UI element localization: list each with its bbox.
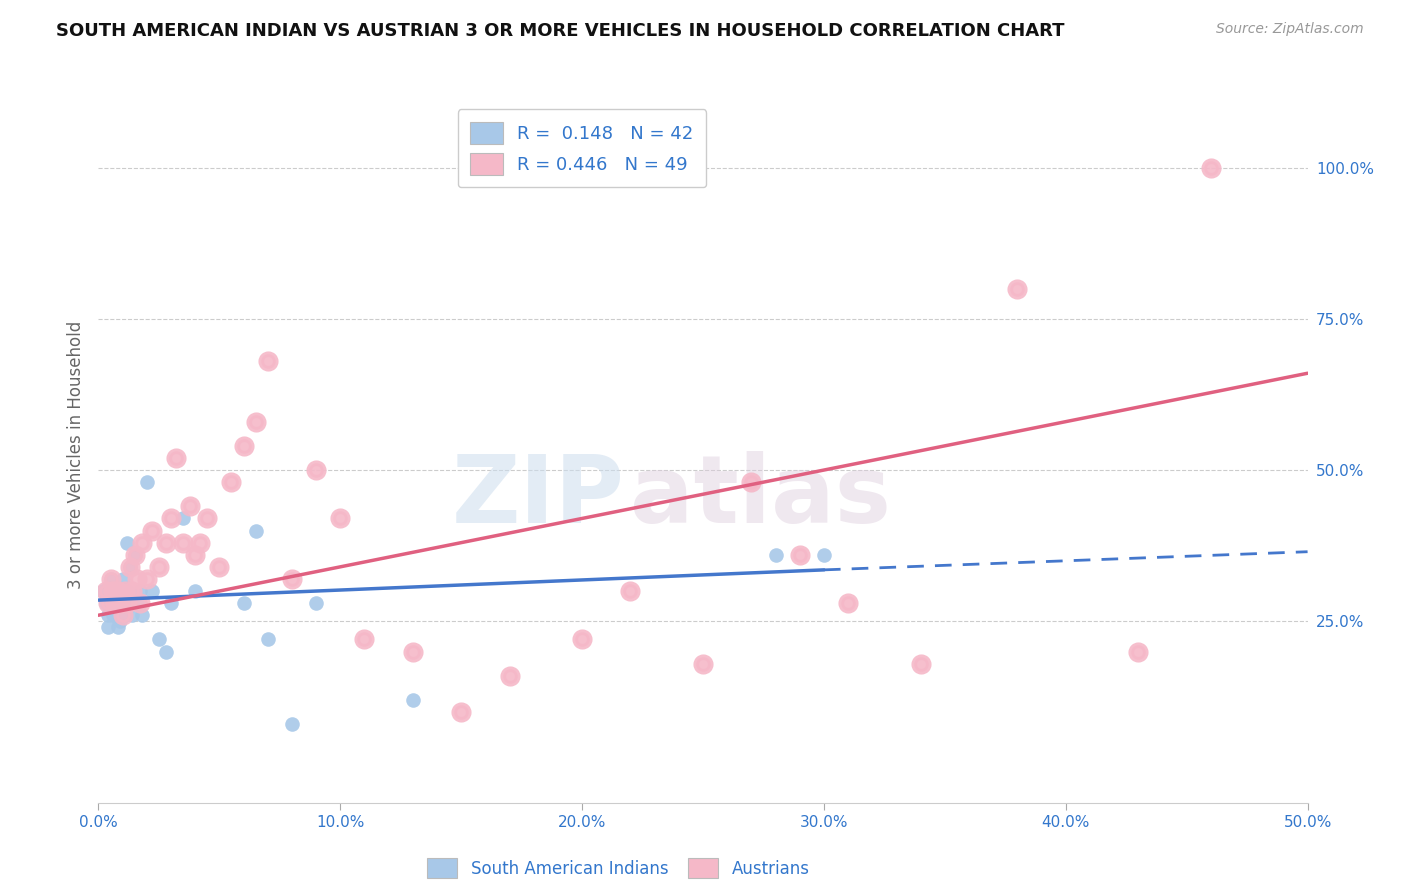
Point <box>221 475 243 490</box>
Point <box>141 584 163 599</box>
Point <box>1128 644 1150 658</box>
Point <box>124 548 146 562</box>
Point <box>97 596 120 610</box>
Point <box>114 608 136 623</box>
Point <box>114 596 136 610</box>
Point <box>256 632 278 647</box>
Point <box>108 596 131 610</box>
Point <box>104 584 127 599</box>
Point <box>107 584 129 599</box>
Point <box>498 669 520 683</box>
Point <box>111 608 134 623</box>
Point <box>245 524 267 538</box>
Point <box>402 644 425 658</box>
Y-axis label: 3 or more Vehicles in Household: 3 or more Vehicles in Household <box>66 321 84 589</box>
Point <box>100 584 122 599</box>
Point <box>97 620 120 634</box>
Point <box>571 632 593 647</box>
Point <box>117 584 139 599</box>
Point <box>121 608 143 623</box>
Point <box>188 535 211 549</box>
Point <box>910 657 932 671</box>
Point <box>131 535 153 549</box>
Point <box>232 439 254 453</box>
Point <box>160 596 183 610</box>
Text: SOUTH AMERICAN INDIAN VS AUSTRIAN 3 OR MORE VEHICLES IN HOUSEHOLD CORRELATION CH: SOUTH AMERICAN INDIAN VS AUSTRIAN 3 OR M… <box>56 22 1064 40</box>
Point <box>1199 161 1222 175</box>
Point <box>108 602 131 616</box>
Point <box>619 584 641 599</box>
Point <box>128 596 150 610</box>
Point <box>184 548 207 562</box>
Point <box>104 596 127 610</box>
Point <box>232 596 254 610</box>
Point <box>740 475 762 490</box>
Point <box>104 596 127 610</box>
Point <box>107 620 129 634</box>
Point <box>91 584 114 599</box>
Point <box>789 548 811 562</box>
Point <box>131 608 153 623</box>
Text: Source: ZipAtlas.com: Source: ZipAtlas.com <box>1216 22 1364 37</box>
Point <box>172 511 194 525</box>
Point <box>128 584 150 599</box>
Point <box>195 511 218 525</box>
Point <box>353 632 375 647</box>
Text: ZIP: ZIP <box>451 450 624 542</box>
Point <box>450 705 472 719</box>
Point <box>101 584 124 599</box>
Point <box>94 596 117 610</box>
Point <box>111 584 134 599</box>
Point <box>692 657 714 671</box>
Point <box>101 596 124 610</box>
Point <box>100 572 122 586</box>
Point <box>305 463 328 477</box>
Point <box>329 511 352 525</box>
Point <box>765 548 787 562</box>
Point <box>148 559 170 574</box>
Point <box>172 535 194 549</box>
Point <box>111 572 134 586</box>
Point <box>813 548 835 562</box>
Point <box>118 559 141 574</box>
Point <box>108 615 131 629</box>
Point <box>135 475 157 490</box>
Point <box>160 511 183 525</box>
Point <box>114 584 136 599</box>
Point <box>184 584 207 599</box>
Point <box>117 535 139 549</box>
Point <box>281 572 304 586</box>
Point <box>281 717 304 731</box>
Point <box>107 608 129 623</box>
Point <box>245 415 267 429</box>
Point <box>111 596 134 610</box>
Point <box>135 572 157 586</box>
Point <box>179 500 201 514</box>
Legend: South American Indians, Austrians: South American Indians, Austrians <box>420 851 815 885</box>
Point <box>155 535 177 549</box>
Point <box>148 632 170 647</box>
Point <box>117 596 139 610</box>
Point <box>305 596 328 610</box>
Point <box>124 548 146 562</box>
Point <box>155 644 177 658</box>
Point <box>127 596 149 610</box>
Point <box>118 559 141 574</box>
Point <box>141 524 163 538</box>
Point <box>837 596 859 610</box>
Point <box>94 584 117 599</box>
Point <box>165 450 187 465</box>
Point <box>127 572 149 586</box>
Point <box>402 693 425 707</box>
Point <box>101 608 124 623</box>
Point <box>256 354 278 368</box>
Point <box>121 584 143 599</box>
Text: atlas: atlas <box>630 450 891 542</box>
Point <box>97 608 120 623</box>
Point <box>100 572 122 586</box>
Point <box>1007 281 1029 295</box>
Point <box>208 559 231 574</box>
